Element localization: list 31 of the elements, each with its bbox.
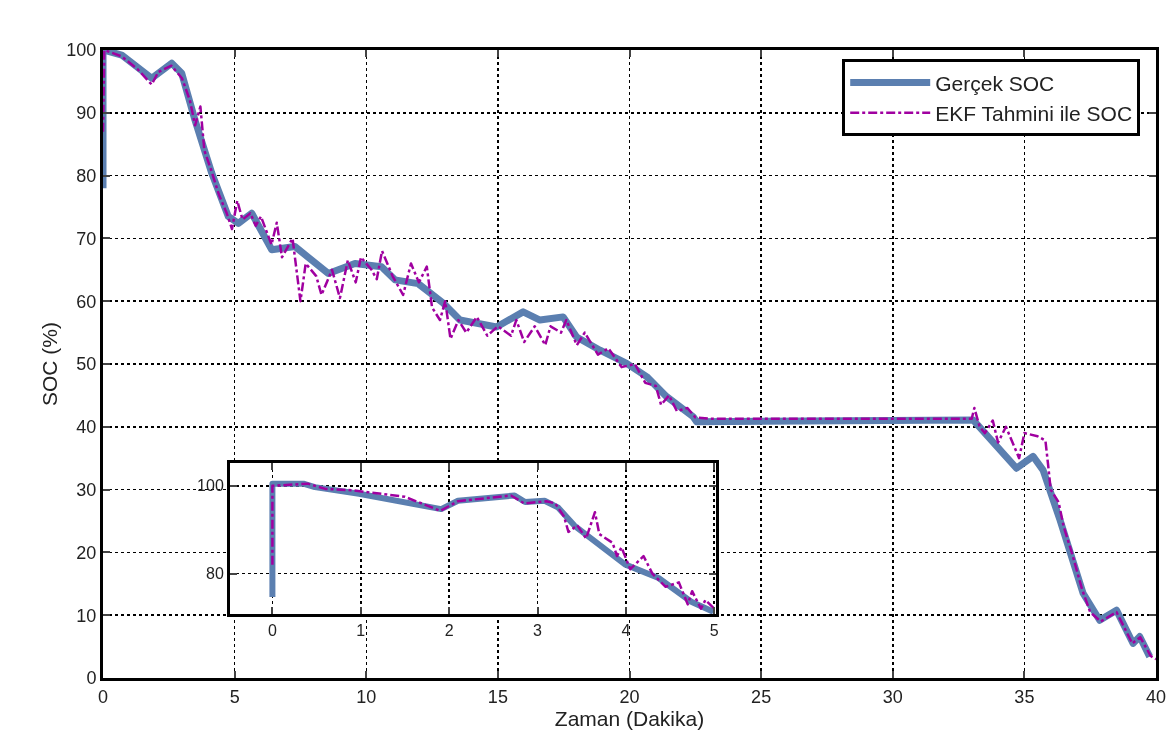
y-tick-label: 10 xyxy=(76,605,97,626)
y-tick-label: 20 xyxy=(76,542,97,563)
x-tick-label: 20 xyxy=(619,686,640,707)
y-tick-label: 100 xyxy=(197,477,224,495)
x-tick-label: 5 xyxy=(229,686,240,707)
x-tick-label: 3 xyxy=(533,622,543,640)
x-axis-title: Zaman (Dakika) xyxy=(554,706,705,730)
x-tick-label: 40 xyxy=(1145,686,1167,707)
y-tick-label: 30 xyxy=(76,479,97,500)
y-tick-label: 50 xyxy=(76,354,97,375)
y-tick-label: 80 xyxy=(76,165,97,186)
x-tick-label: 0 xyxy=(267,622,277,640)
x-tick-label: 30 xyxy=(882,686,903,707)
y-tick-label: 0 xyxy=(86,668,97,689)
x-tick-label: 10 xyxy=(356,686,377,707)
y-tick-label: 70 xyxy=(76,228,97,249)
y-tick-label: 80 xyxy=(206,565,224,583)
x-tick-label: 15 xyxy=(487,686,508,707)
legend-label: Gerçek SOC xyxy=(935,71,1055,95)
x-tick-label: 35 xyxy=(1014,686,1035,707)
y-tick-label: 90 xyxy=(76,103,97,124)
x-tick-label: 1 xyxy=(356,622,366,640)
y-axis-title: SOC (%) xyxy=(37,322,61,406)
x-tick-label: 5 xyxy=(709,622,719,640)
legend-label: EKF Tahmini ile SOC xyxy=(935,102,1133,126)
y-tick-label: 40 xyxy=(76,417,97,438)
y-tick-label: 60 xyxy=(76,291,97,312)
x-tick-label: 4 xyxy=(621,622,631,640)
y-tick-label: 100 xyxy=(66,40,97,61)
x-tick-label: 2 xyxy=(444,622,454,640)
x-tick-label: 25 xyxy=(751,686,772,707)
